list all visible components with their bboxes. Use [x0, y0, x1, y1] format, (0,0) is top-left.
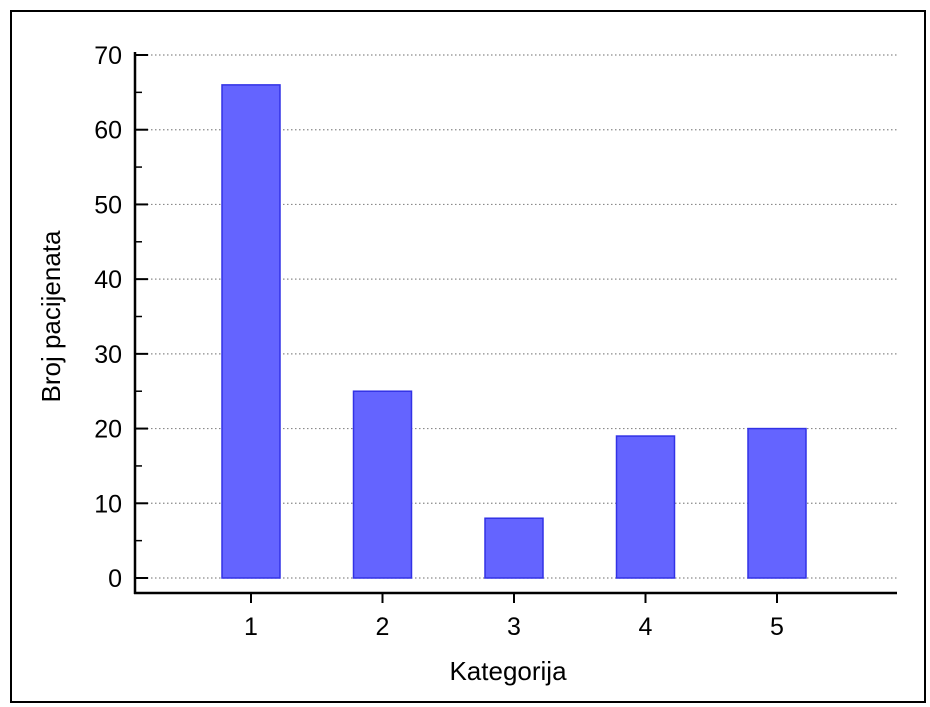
bars [221, 84, 807, 579]
x-tick-label: 5 [770, 613, 784, 641]
x-axis-title: Kategorija [449, 656, 567, 686]
y-tick-label: 20 [94, 416, 122, 444]
y-tick-label: 70 [94, 42, 122, 70]
x-ticks: 1 2 3 4 5 [244, 593, 784, 641]
y-tick-label: 10 [94, 490, 122, 518]
x-tick-label: 2 [376, 613, 390, 641]
y-tick-label: 50 [94, 191, 122, 219]
y-axis-title: Broj pacijenata [36, 230, 66, 403]
bar-5 [747, 427, 807, 579]
bar-1 [221, 84, 281, 579]
y-tick-label: 0 [108, 565, 122, 593]
x-tick-label: 4 [639, 613, 653, 641]
bar-2 [352, 390, 413, 579]
bar-3 [484, 517, 544, 579]
x-tick-label: 3 [507, 613, 521, 641]
x-tick-label: 1 [244, 613, 258, 641]
y-tick-label: 30 [94, 341, 122, 369]
y-tick-label: 60 [94, 117, 122, 145]
bar-4 [615, 435, 676, 579]
y-ticks: 0 10 20 30 40 50 60 70 [94, 42, 148, 593]
chart-frame [10, 10, 926, 703]
y-tick-label: 40 [94, 266, 122, 294]
